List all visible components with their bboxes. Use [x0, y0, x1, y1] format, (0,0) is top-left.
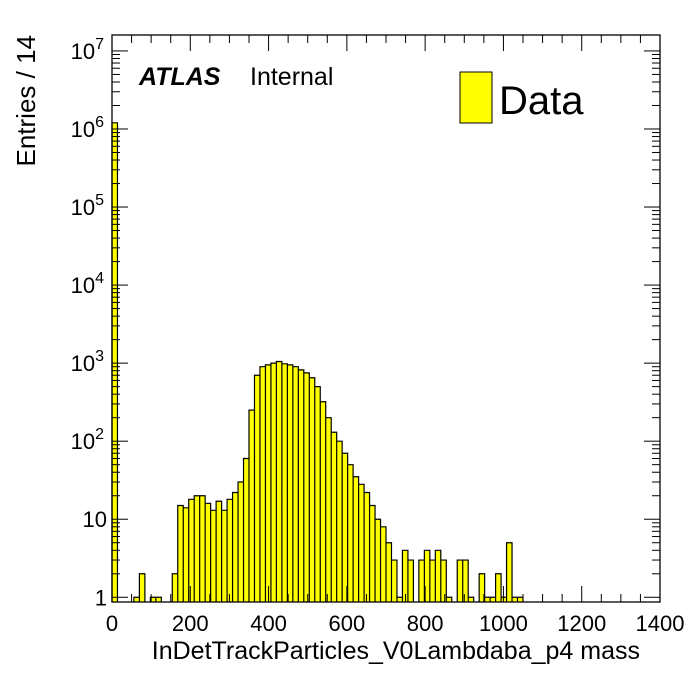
- atlas-sublabel: Internal: [250, 63, 333, 91]
- histogram-bar-54: [446, 597, 453, 602]
- histogram-bar-4: [155, 597, 162, 602]
- atlas-label: ATLAS: [138, 63, 221, 91]
- histogram-bar-44: [386, 542, 392, 602]
- histogram-bar-5: [172, 573, 179, 602]
- histogram-bar-59: [484, 597, 491, 602]
- histogram-bar-41: [369, 505, 376, 602]
- histogram-bar-29: [303, 372, 310, 602]
- histogram-bar-25: [281, 363, 288, 602]
- legend-swatch: [459, 71, 493, 124]
- histogram-bar-56: [462, 560, 469, 602]
- x-tick-label: 800: [407, 611, 444, 636]
- plot-frame: [111, 34, 661, 603]
- histogram-bar-50: [424, 550, 431, 602]
- histogram-bar-64: [512, 597, 518, 602]
- histogram-bar-48: [407, 560, 414, 602]
- y-tick-label: 104: [71, 270, 104, 298]
- histogram-bar-21: [259, 366, 266, 602]
- histogram-bar-24: [276, 361, 283, 602]
- histogram-bar-18: [243, 458, 250, 602]
- histogram-bar-39: [358, 484, 365, 602]
- x-tick-label: 400: [250, 611, 287, 636]
- histogram-bar-63: [506, 542, 513, 602]
- histogram-bar-2: [139, 573, 146, 602]
- histogram-bar-6: [177, 505, 184, 602]
- histogram-bar-12: [210, 510, 217, 602]
- histogram-bar-40: [364, 492, 370, 602]
- legend: Data: [459, 71, 584, 124]
- histogram-bar-42: [375, 519, 381, 602]
- x-tick-label: 1200: [557, 611, 606, 636]
- histogram-bar-13: [216, 501, 222, 602]
- histogram-bar-47: [402, 550, 409, 602]
- histogram-bar-61: [495, 573, 502, 602]
- tick-labels: 0 200 400 600 800 1000 1200 1400 1 10 102 103 104 105…: [71, 36, 685, 636]
- x-tick-label: 600: [328, 611, 365, 636]
- histogram-bar-23: [270, 363, 277, 602]
- x-tick-label: 0: [106, 611, 118, 636]
- histogram-bar-19: [249, 410, 255, 602]
- histogram-bar-0: [112, 122, 118, 602]
- histogram-bar-38: [353, 476, 359, 602]
- y-axis-label: Entries / 14: [11, 35, 41, 167]
- histogram-bars: [112, 122, 524, 602]
- histogram-bar-16: [232, 492, 239, 602]
- histogram-bar-49: [418, 560, 425, 602]
- histogram-bar-45: [391, 560, 398, 602]
- y-tick-label: 10: [83, 507, 107, 532]
- histogram-outline: [111, 122, 524, 602]
- histogram-bar-57: [468, 597, 475, 602]
- y-tick-label: 105: [71, 192, 104, 220]
- y-tick-label: 103: [71, 348, 104, 376]
- histogram-bar-1: [133, 597, 140, 602]
- histogram-bar-53: [440, 560, 447, 602]
- histogram-bar-58: [479, 573, 486, 602]
- y-tick-label: 102: [71, 426, 104, 454]
- histogram-bar-7: [183, 507, 190, 602]
- histogram-bar-28: [298, 369, 305, 602]
- histogram-bar-55: [457, 560, 464, 602]
- histogram-bar-52: [435, 550, 442, 602]
- histogram-bar-30: [309, 377, 316, 602]
- histogram-bar-11: [205, 503, 212, 602]
- histogram-bar-65: [517, 597, 524, 602]
- x-axis-label: InDetTrackParticles_V0Lambdaba_p4 mass: [152, 637, 640, 665]
- histogram-bar-3: [150, 597, 157, 602]
- x-tick-label: 200: [172, 611, 209, 636]
- histogram-bar-20: [254, 375, 261, 602]
- histogram-bar-51: [429, 560, 436, 602]
- histogram-bar-36: [342, 453, 349, 602]
- histogram-bar-31: [314, 386, 321, 602]
- y-tick-label: 1: [95, 585, 107, 610]
- legend-label: Data: [499, 79, 584, 123]
- histogram-bar-17: [238, 481, 244, 602]
- histogram-bar-8: [188, 499, 195, 602]
- y-tick-label: 107: [71, 36, 104, 64]
- histogram-bar-34: [331, 432, 338, 602]
- histogram-bar-43: [380, 526, 387, 602]
- histogram-bar-62: [501, 597, 507, 602]
- histogram-bar-22: [265, 364, 272, 602]
- histogram-bar-33: [325, 417, 332, 602]
- histogram-bar-26: [287, 364, 294, 602]
- histogram-bar-15: [227, 499, 233, 602]
- x-tick-label: 1400: [636, 611, 685, 636]
- histogram-bar-37: [347, 464, 354, 602]
- x-tick-label: 1000: [479, 611, 528, 636]
- y-tick-label: 106: [71, 114, 104, 142]
- histogram-bar-46: [396, 597, 403, 602]
- histogram-bar-32: [320, 401, 327, 602]
- histogram-bar-60: [490, 597, 496, 602]
- histogram-bar-10: [199, 495, 206, 602]
- histogram-bar-27: [292, 366, 299, 602]
- histogram-bar-35: [336, 441, 343, 602]
- histogram-bar-14: [221, 510, 228, 602]
- histogram-bar-9: [194, 495, 201, 602]
